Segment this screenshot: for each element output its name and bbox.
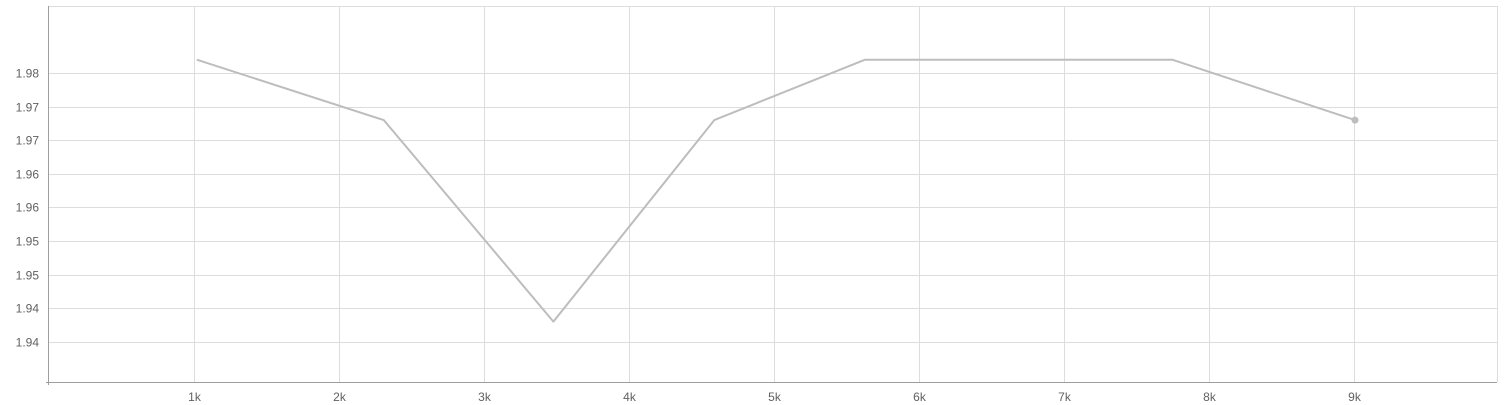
y-tick-label: 1.97 — [16, 134, 40, 148]
x-tick-label: 6k — [913, 390, 927, 404]
x-tick-label: 4k — [623, 390, 637, 404]
y-tick-label: 1.98 — [16, 67, 40, 81]
y-tick-label: 1.95 — [16, 269, 40, 283]
x-tick-label: 1k — [188, 390, 202, 404]
x-tick-label: 3k — [478, 390, 492, 404]
x-tick-label: 9k — [1348, 390, 1362, 404]
x-tick-label: 5k — [768, 390, 782, 404]
series-line — [196, 58, 1356, 323]
x-tick-label: 7k — [1058, 390, 1072, 404]
series-end-point — [1351, 116, 1359, 124]
y-tick-labels: 1.94 1.94 1.95 1.95 1.96 1.96 1.97 1.97 1.98 — [16, 67, 40, 350]
y-tick-label: 1.94 — [16, 336, 40, 350]
y-tick-label: 1.96 — [16, 201, 40, 215]
y-gridlines — [49, 6, 1497, 343]
x-tick-labels: 1k 2k 3k 4k 5k 6k 7k 8k 9k — [188, 390, 1362, 404]
y-tick-label: 1.95 — [16, 235, 40, 249]
y-tick-label: 1.94 — [16, 302, 40, 316]
y-tick-label: 1.96 — [16, 168, 40, 182]
y-tick-label: 1.97 — [16, 101, 40, 115]
x-tick-label: 2k — [333, 390, 347, 404]
series-layer — [196, 58, 1359, 323]
x-gridlines — [194, 6, 1498, 382]
x-tick-label: 8k — [1203, 390, 1217, 404]
